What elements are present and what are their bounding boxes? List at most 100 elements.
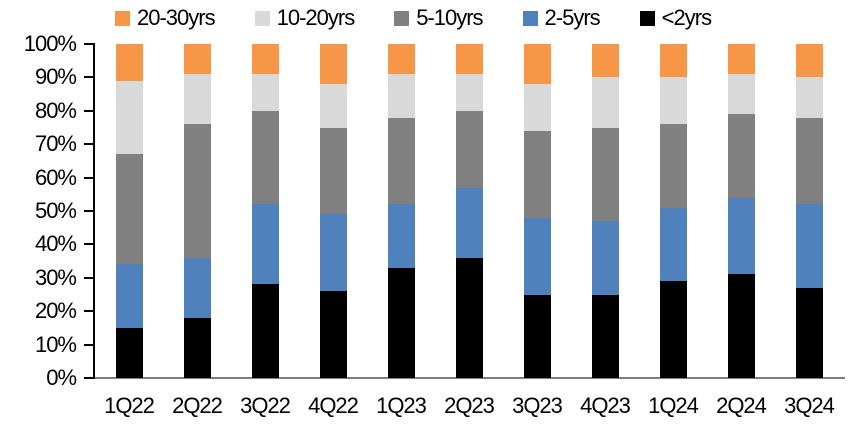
y-tick-label: 90% [34, 64, 77, 90]
y-tick-mark [84, 343, 93, 346]
x-axis-labels: 1Q22 2Q22 3Q22 4Q22 1Q23 2Q23 3Q23 4Q23 1Q24 2Q24… [95, 393, 843, 419]
bar-1q24 [639, 44, 707, 378]
y-tick-mark [84, 109, 93, 112]
bar-segment-10-20yrs [795, 77, 823, 118]
x-tick-label: 1Q22 [104, 393, 155, 418]
bar-segment-5-10yrs [319, 127, 347, 215]
y-tick-label: 0% [46, 365, 77, 390]
chart-legend: 20-30yrs 10-20yrs 5-10yrs 2-5yrs <2yrs [115, 5, 712, 31]
legend-label: 10-20yrs [276, 5, 356, 30]
bar-segment-20-30yrs [795, 44, 823, 78]
bar-3q23 [503, 44, 571, 378]
bar-segment-5-10yrs [387, 117, 415, 205]
bar-segment-10-20yrs [183, 74, 211, 125]
legend-swatch-icon [639, 10, 655, 26]
bar-segment-5-10yrs [795, 117, 823, 205]
x-tick-label: 2Q24 [716, 393, 767, 418]
bar-segment-10-20yrs [659, 77, 687, 125]
bar-segment-20-30yrs [115, 44, 143, 81]
bar-segment-20-30yrs [659, 44, 687, 78]
bar-segment-5-10yrs [659, 124, 687, 208]
bar-segment-10-20yrs [727, 74, 755, 115]
bar-segment--2yrs [455, 257, 483, 378]
bar-segment-2-5yrs [591, 221, 619, 295]
y-tick-mark [84, 310, 93, 313]
bar-segment-20-30yrs [455, 44, 483, 75]
y-tick-label: 40% [34, 231, 77, 257]
bar-segment-20-30yrs [387, 44, 415, 75]
y-tick-label: 10% [34, 331, 77, 357]
bar-segment-10-20yrs [591, 77, 619, 128]
bar-segment-2-5yrs [727, 197, 755, 275]
x-axis-line [93, 377, 845, 379]
bar-segment-10-20yrs [319, 84, 347, 128]
plot-area [95, 44, 843, 378]
legend-swatch-icon [394, 10, 410, 26]
bar-segment-2-5yrs [795, 204, 823, 288]
bar-2q22 [163, 44, 231, 378]
bar-segment--2yrs [727, 274, 755, 378]
bar-segment--2yrs [591, 294, 619, 378]
bar-segment-10-20yrs [523, 84, 551, 131]
y-tick-mark [84, 377, 93, 379]
y-tick-label: 50% [34, 198, 77, 223]
x-tick-label: 2Q23 [444, 393, 495, 418]
bar-segment-10-20yrs [387, 74, 415, 118]
bar-segment--2yrs [523, 294, 551, 378]
legend-label: 20-30yrs [137, 5, 216, 30]
bar-segment-5-10yrs [183, 124, 211, 258]
bar-segment-10-20yrs [455, 74, 483, 111]
legend-item-2-5yrs: 2-5yrs [522, 5, 601, 31]
y-tick-label: 20% [34, 298, 77, 324]
bar-segment-10-20yrs [251, 74, 279, 111]
bar-segment-2-5yrs [251, 204, 279, 285]
legend-item-20-30yrs: 20-30yrs [115, 5, 216, 31]
bar-4q23 [571, 44, 639, 378]
y-tick-mark [84, 43, 93, 45]
y-tick-mark [84, 176, 93, 179]
bar-segment-10-20yrs [115, 80, 143, 155]
y-tick-label: 70% [34, 131, 77, 157]
bar-segment--2yrs [319, 291, 347, 378]
bar-segment--2yrs [115, 327, 143, 378]
y-tick-label: 100% [23, 31, 77, 56]
bar-segment--2yrs [251, 284, 279, 378]
legend-swatch-icon [254, 10, 270, 26]
bar-4q22 [299, 44, 367, 378]
y-axis-line [93, 43, 95, 379]
bar-segment-5-10yrs [591, 127, 619, 222]
bar-segment-5-10yrs [251, 110, 279, 205]
bar-segment-2-5yrs [523, 217, 551, 295]
bar-segment-5-10yrs [727, 114, 755, 198]
x-tick-label: 1Q23 [376, 393, 427, 418]
bar-segment-20-30yrs [591, 44, 619, 78]
y-tick-label: 80% [34, 97, 77, 123]
bar-segment-20-30yrs [523, 44, 551, 85]
bar-segment--2yrs [795, 287, 823, 378]
y-tick-mark [84, 243, 93, 246]
bar-segment--2yrs [659, 281, 687, 378]
y-tick-mark [84, 210, 93, 212]
bar-1q23 [367, 44, 435, 378]
x-tick-label: 3Q24 [784, 393, 835, 418]
bar-segment--2yrs [183, 317, 211, 378]
bar-2q24 [707, 44, 775, 378]
x-tick-label: 3Q23 [512, 393, 563, 418]
legend-swatch-icon [115, 10, 130, 26]
bar-3q22 [231, 44, 299, 378]
bar-segment-2-5yrs [659, 207, 687, 282]
legend-item--2yrs: <2yrs [639, 5, 712, 31]
bar-segment-20-30yrs [251, 44, 279, 75]
bar-2q23 [435, 44, 503, 378]
bar-segment-5-10yrs [523, 130, 551, 218]
bar-segment-20-30yrs [183, 44, 211, 75]
legend-label: <2yrs [661, 5, 712, 30]
legend-label: 5-10yrs [416, 5, 483, 30]
legend-swatch-icon [522, 10, 538, 26]
bar-segment-2-5yrs [387, 204, 415, 268]
bar-segment-5-10yrs [455, 110, 483, 188]
bar-segment-2-5yrs [455, 187, 483, 258]
y-tick-mark [84, 143, 93, 146]
y-tick-label: 60% [34, 164, 77, 190]
